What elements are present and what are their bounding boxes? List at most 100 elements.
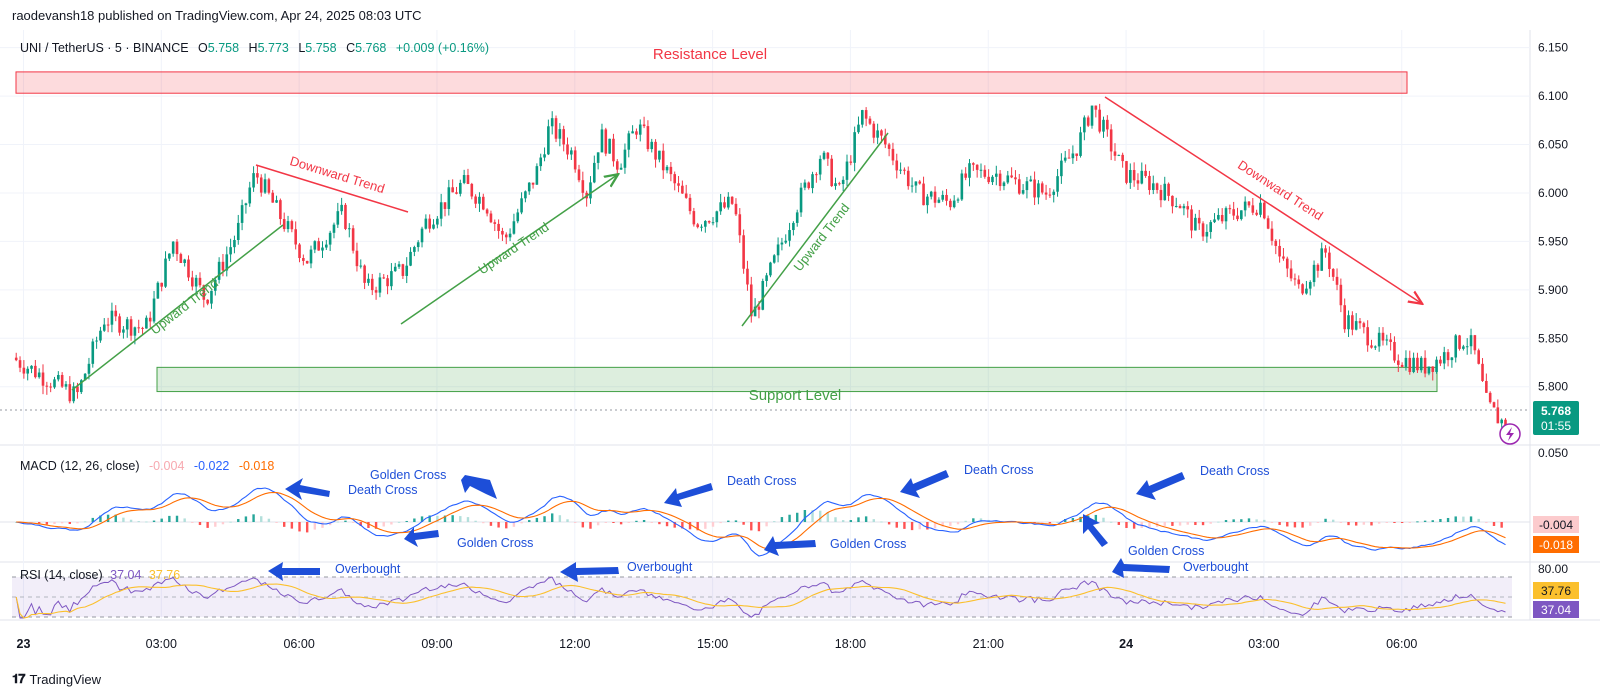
candle-body <box>359 265 363 267</box>
candle-body <box>1182 206 1186 209</box>
arrow-death-cross-2[interactable] <box>664 483 713 507</box>
arrow-overbought-2[interactable] <box>560 562 619 582</box>
macd-hist-bar <box>520 522 523 524</box>
macd-hist-bar <box>290 522 294 529</box>
downward-trend-1[interactable]: Downward Trend <box>255 153 409 213</box>
candle-body <box>1473 335 1477 351</box>
candle-body <box>1423 357 1427 374</box>
arrow-death-cross-3[interactable] <box>900 470 949 498</box>
candle-body <box>926 196 929 206</box>
candle-body <box>432 224 435 229</box>
tradingview-logo-icon: 𝟏𝟕 <box>12 672 26 687</box>
macd-hist-bar <box>704 522 707 529</box>
arrow-golden-cross-1[interactable] <box>461 475 497 499</box>
downward-trend-2[interactable]: Downward Trend <box>1104 96 1421 303</box>
macd-hist-bar <box>221 522 225 525</box>
golden-cross-label-1: Golden Cross <box>370 468 446 482</box>
candle-body <box>325 244 328 248</box>
candle-body <box>673 174 677 184</box>
candle-body <box>1343 305 1346 330</box>
candle-body <box>600 129 604 153</box>
arrow-golden-cross-3[interactable] <box>764 536 816 556</box>
candle-body <box>240 205 244 223</box>
candle-body <box>340 204 343 212</box>
candle-body <box>619 167 623 170</box>
macd-hist-bar <box>214 522 217 527</box>
support-zone[interactable] <box>156 366 1438 393</box>
candle-body <box>941 194 945 200</box>
candle-body <box>436 218 439 225</box>
macd-hist-bar <box>328 522 332 526</box>
candle-body <box>1048 194 1052 196</box>
candle-body <box>489 213 493 223</box>
arrow-overbought-3[interactable] <box>1112 558 1170 578</box>
time-tick-label: 03:00 <box>146 637 177 651</box>
time-tick-label: 18:00 <box>835 637 866 651</box>
tradingview-brand[interactable]: 𝟏𝟕 TradingView <box>12 672 101 687</box>
candle-body <box>1033 179 1036 198</box>
candle-body <box>141 327 144 329</box>
candle-body <box>386 278 389 287</box>
candle-body <box>122 329 125 333</box>
rsi-value: 37.04 <box>110 568 141 582</box>
candle-body <box>593 162 596 183</box>
macd-hist-bar <box>979 518 983 522</box>
lightning-icon[interactable] <box>1499 423 1521 445</box>
arrow-golden-cross-2[interactable] <box>404 527 439 547</box>
candle-body <box>1129 170 1132 183</box>
arrow-golden-cross-4[interactable] <box>1083 514 1108 547</box>
arrow-overbought-1[interactable] <box>268 562 320 581</box>
candle-body <box>493 222 497 224</box>
macd-hist-bar <box>1347 522 1350 526</box>
candle-body <box>160 282 163 287</box>
candle-body <box>615 161 619 170</box>
candle-body <box>1469 335 1473 347</box>
macd-hist-bar <box>1224 520 1228 522</box>
macd-hist-bar <box>1362 522 1366 525</box>
candle-body <box>543 154 546 158</box>
arrow-death-cross-1[interactable] <box>285 478 330 500</box>
candle-body <box>983 169 987 177</box>
upward-trend-3[interactable]: Upward Trend <box>741 132 889 327</box>
macd-hist-bar <box>742 522 745 525</box>
candle-body <box>1240 210 1243 220</box>
candle-body <box>845 161 849 180</box>
candle-body <box>26 368 29 374</box>
candle-body <box>1396 360 1400 365</box>
rsi-tag-text: 37.04 <box>1541 603 1571 617</box>
arrow-death-cross-4[interactable] <box>1136 472 1185 500</box>
macd-hist-bar <box>1056 521 1059 523</box>
candle-body <box>815 174 818 176</box>
candle-body <box>550 118 554 127</box>
candlestick-series <box>14 103 1507 439</box>
candle-body <box>803 182 807 188</box>
candle-body <box>956 199 960 201</box>
candle-body <box>439 202 443 219</box>
candle-body <box>332 224 336 233</box>
high-label: H <box>249 41 258 55</box>
candle-body <box>1274 240 1278 246</box>
candle-body <box>1171 195 1174 207</box>
macd-hist-bar <box>1393 522 1396 523</box>
time-axis[interactable]: 23 03:00 06:00 09:00 12:00 15:00 18:00 21:00 24 0… <box>17 637 1418 651</box>
candle-body <box>1492 402 1496 408</box>
candle-body <box>891 148 895 161</box>
candle-body <box>1251 205 1255 213</box>
close-label: C <box>346 41 355 55</box>
macd-hist-bar <box>665 522 669 527</box>
candle-body <box>1052 191 1056 195</box>
upward-trend-2[interactable]: Upward Trend <box>400 175 617 325</box>
last-price-tag: 5.768 01:55 <box>1533 401 1579 435</box>
macd-hist-bar <box>1370 522 1373 526</box>
candle-body <box>520 198 523 213</box>
price-axis[interactable]: 6.150 6.100 6.050 6.000 5.950 5.900 5.850 5.800 <box>1538 41 1568 394</box>
macd-histogram <box>15 510 1503 533</box>
candle-body <box>1454 335 1458 358</box>
candle-body <box>949 200 952 208</box>
candle-body <box>1086 117 1090 126</box>
resistance-zone[interactable] <box>15 71 1408 94</box>
macd-hist-bar <box>390 522 393 525</box>
candle-body <box>1071 153 1075 159</box>
candle-body <box>883 135 887 145</box>
